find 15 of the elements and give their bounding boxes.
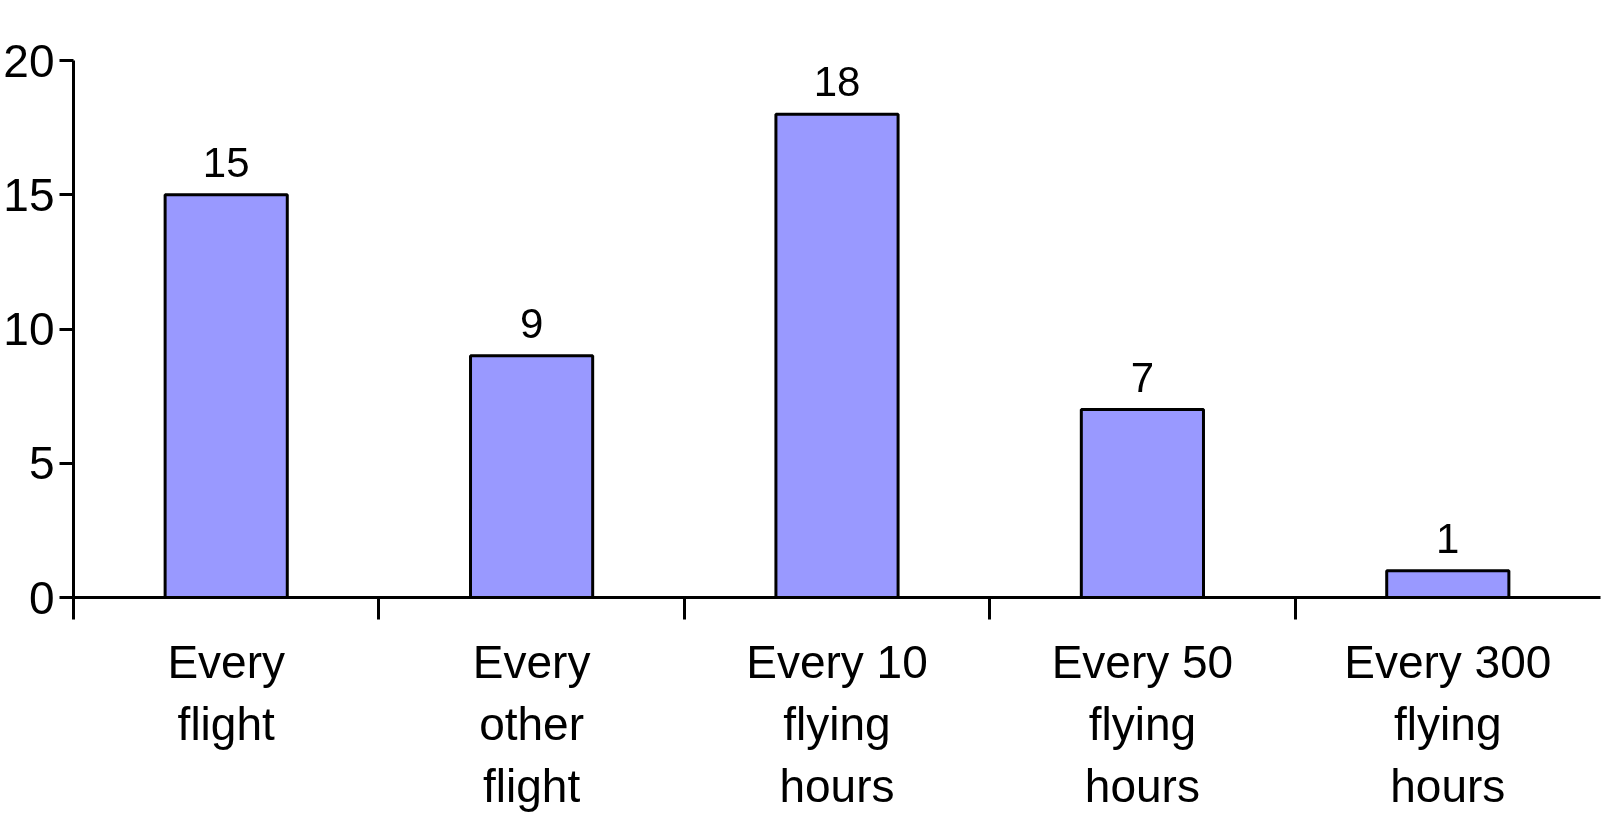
- x-tick-label: Every other flight: [472, 635, 591, 813]
- data-label: 18: [813, 58, 861, 106]
- data-label: 1: [1436, 514, 1460, 562]
- y-tick-label: 10: [3, 303, 55, 355]
- data-label: 7: [1130, 353, 1155, 401]
- x-tick-label: Every flight: [167, 635, 285, 750]
- y-tick-label: 20: [3, 34, 55, 87]
- x-tick-label: Every 10 flying hours: [746, 635, 928, 813]
- x-tick-label: Every 50 flying hours: [1051, 635, 1234, 813]
- data-label: 9: [519, 299, 544, 347]
- y-tick-label: 15: [3, 168, 55, 221]
- x-tick-label: Every 300 flying hours: [1344, 635, 1552, 813]
- data-label: 15: [202, 138, 250, 186]
- y-tick-label: 0: [28, 571, 55, 624]
- y-tick-label: 5: [28, 437, 55, 490]
